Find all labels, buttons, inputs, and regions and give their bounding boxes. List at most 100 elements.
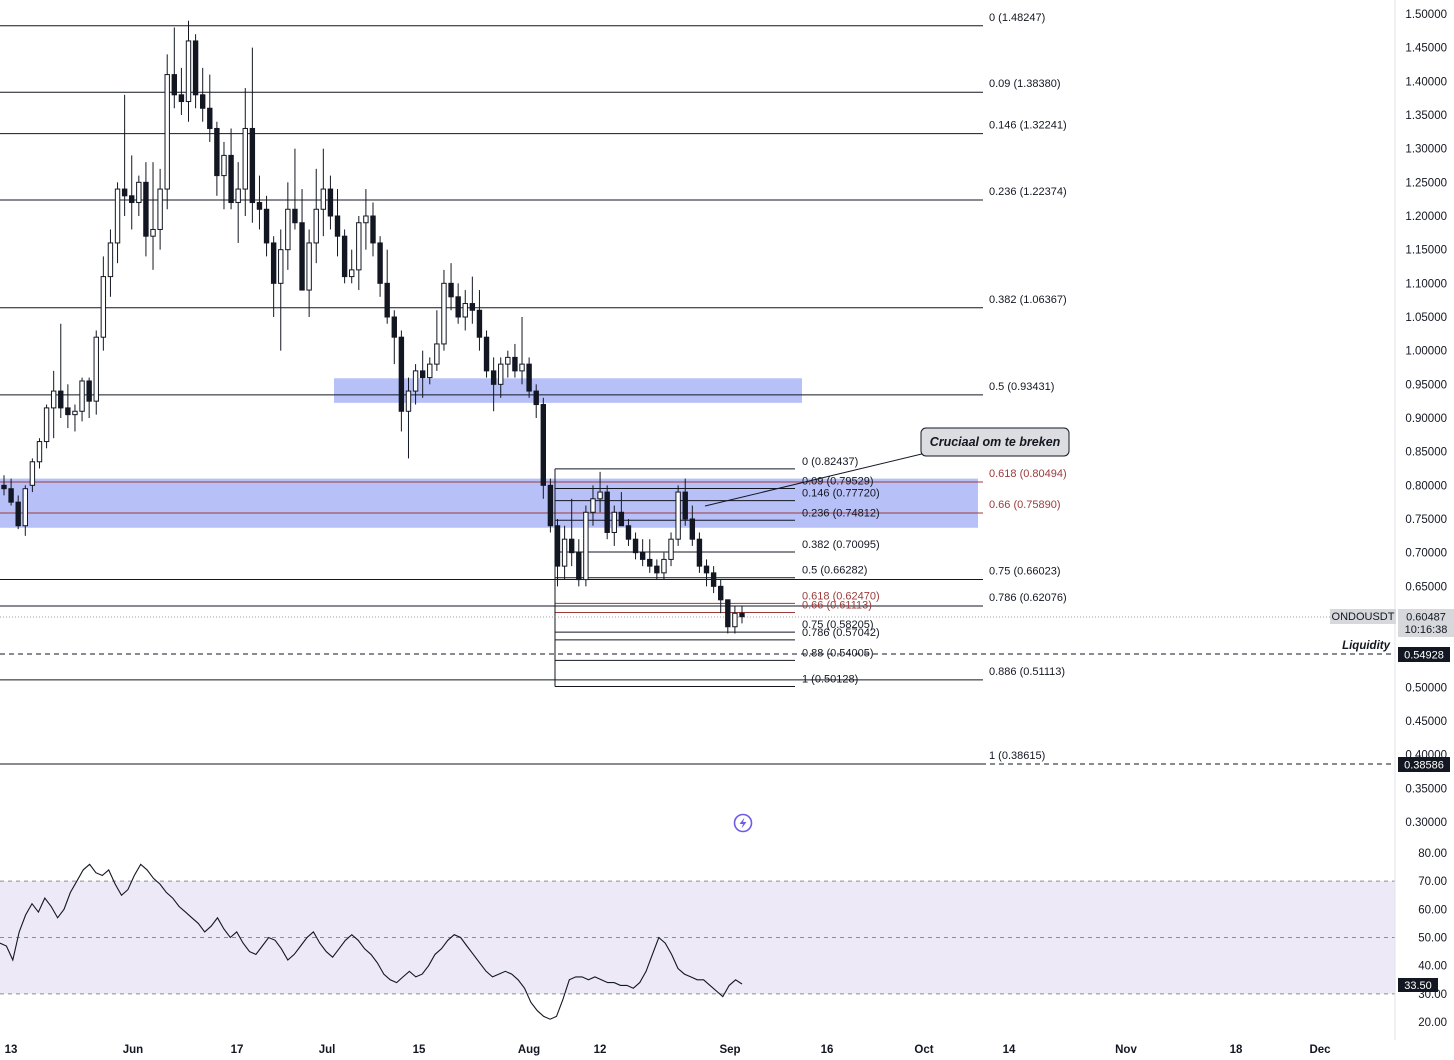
candle[interactable] xyxy=(93,330,99,415)
candle[interactable] xyxy=(384,249,390,324)
candle[interactable] xyxy=(242,88,248,216)
candle[interactable] xyxy=(292,148,298,230)
candle[interactable] xyxy=(448,263,454,311)
candle[interactable] xyxy=(143,162,149,257)
candle[interactable] xyxy=(171,27,178,109)
candle[interactable] xyxy=(79,377,85,422)
candle[interactable] xyxy=(299,189,305,291)
candle[interactable] xyxy=(455,283,461,324)
candle[interactable] xyxy=(150,162,156,270)
candle[interactable] xyxy=(157,168,163,250)
candle[interactable] xyxy=(207,74,213,142)
candle[interactable] xyxy=(129,155,135,230)
candle[interactable] xyxy=(8,478,14,506)
time-axis[interactable]: 13 Jun 17 Jul 15 Aug 12 Sep 16 Oct 14 Nov 18 Dec xyxy=(5,1044,1332,1056)
symbol-tag[interactable]: ONDOUSDT xyxy=(1330,609,1396,624)
candle[interactable] xyxy=(441,269,447,351)
candle[interactable] xyxy=(199,67,206,122)
candle[interactable] xyxy=(185,20,192,122)
candle[interactable] xyxy=(718,579,724,614)
candle[interactable] xyxy=(519,317,525,385)
candle[interactable] xyxy=(100,256,107,351)
candle[interactable] xyxy=(661,552,667,580)
candle[interactable] xyxy=(689,505,696,546)
candle[interactable] xyxy=(739,606,745,624)
candle[interactable] xyxy=(583,505,589,587)
candle[interactable] xyxy=(221,141,227,210)
candle[interactable] xyxy=(682,478,688,526)
candle[interactable] xyxy=(256,175,263,230)
candle[interactable] xyxy=(533,384,539,418)
candle[interactable] xyxy=(58,323,64,418)
candle[interactable] xyxy=(710,566,717,594)
candle[interactable] xyxy=(313,168,319,264)
candle[interactable] xyxy=(36,438,43,469)
candle[interactable] xyxy=(114,182,121,264)
candle[interactable] xyxy=(568,498,575,567)
candle[interactable] xyxy=(618,492,625,527)
candle[interactable] xyxy=(43,404,50,449)
candle[interactable] xyxy=(334,189,341,257)
candle[interactable] xyxy=(270,236,277,317)
candle[interactable] xyxy=(526,357,532,398)
candle[interactable] xyxy=(604,485,610,540)
candle[interactable] xyxy=(178,67,185,115)
candle[interactable] xyxy=(611,505,617,546)
candle[interactable] xyxy=(278,229,284,351)
candle[interactable] xyxy=(107,229,114,297)
candle[interactable] xyxy=(306,229,312,317)
candle[interactable] xyxy=(675,485,681,546)
candle[interactable] xyxy=(427,357,433,385)
candle[interactable] xyxy=(668,532,674,567)
candle[interactable] xyxy=(419,350,426,398)
candle[interactable] xyxy=(121,94,128,216)
candle[interactable] xyxy=(235,162,241,243)
candle[interactable] xyxy=(632,532,639,560)
candle[interactable] xyxy=(398,330,405,432)
candle[interactable] xyxy=(405,377,412,459)
candle[interactable] xyxy=(29,458,36,493)
candle[interactable] xyxy=(136,175,142,216)
candle[interactable] xyxy=(370,202,376,257)
candle[interactable] xyxy=(547,478,554,533)
rsi-line[interactable] xyxy=(0,863,743,1020)
candle[interactable] xyxy=(512,343,518,378)
candle[interactable] xyxy=(540,397,547,499)
candle[interactable] xyxy=(476,290,483,351)
candle[interactable] xyxy=(192,34,199,109)
callout-annotation[interactable]: Cruciaal om te breken xyxy=(704,427,1070,507)
candle[interactable] xyxy=(490,357,497,412)
candle[interactable] xyxy=(65,384,71,429)
candle[interactable] xyxy=(15,495,21,530)
candle[interactable] xyxy=(732,606,738,634)
candle[interactable] xyxy=(462,290,468,331)
candle[interactable] xyxy=(498,357,504,398)
candle[interactable] xyxy=(554,519,561,587)
fib-retracement-large[interactable]: 0 (1.48247) 0.09 (1.38380) 0.146 (1.32241)… xyxy=(0,12,1067,765)
candle[interactable] xyxy=(412,364,419,405)
rsi-pane[interactable] xyxy=(0,863,1395,1020)
candle[interactable] xyxy=(356,216,362,291)
candle[interactable] xyxy=(341,229,348,284)
candle[interactable] xyxy=(249,47,256,223)
fib-retracement-small[interactable]: 0 (0.82437) 0.09 (0.79529)0.146 (0.77720)… xyxy=(554,456,880,687)
candle[interactable] xyxy=(561,525,568,580)
candle[interactable] xyxy=(469,276,476,324)
candle[interactable] xyxy=(320,148,327,237)
candle[interactable] xyxy=(696,532,703,573)
candle[interactable] xyxy=(22,485,28,536)
candle[interactable] xyxy=(597,471,603,513)
candle[interactable] xyxy=(725,599,731,634)
candle[interactable] xyxy=(1,475,7,496)
lightning-icon[interactable] xyxy=(733,813,753,833)
candlestick-series[interactable] xyxy=(1,20,745,634)
candle[interactable] xyxy=(639,539,646,567)
candle[interactable] xyxy=(263,195,270,257)
candle[interactable] xyxy=(625,519,632,546)
candle[interactable] xyxy=(228,128,234,210)
candle[interactable] xyxy=(576,539,582,587)
candle[interactable] xyxy=(214,121,220,196)
candle[interactable] xyxy=(434,310,440,371)
candle[interactable] xyxy=(654,559,660,580)
